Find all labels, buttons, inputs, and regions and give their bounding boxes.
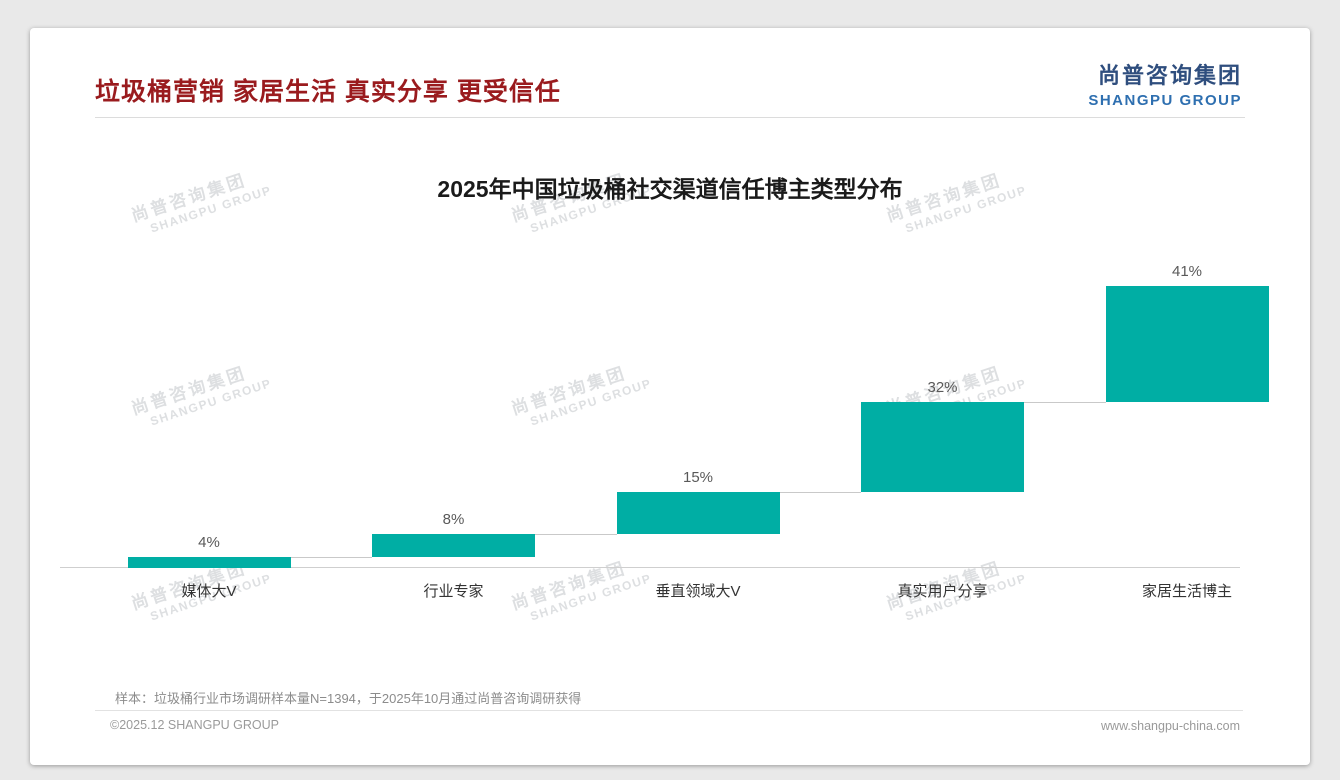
waterfall-connector bbox=[535, 534, 617, 536]
report-card: 尚普咨询集团 SHANGPU GROUP 尚普咨询集团 SHANGPU GROUP 尚普… bbox=[30, 28, 1310, 765]
bar-value-label: 8% bbox=[442, 511, 465, 529]
copyright-text: ©2025.12 SHANGPU GROUP bbox=[110, 718, 279, 732]
category-label: 家居生活博主 bbox=[1141, 583, 1232, 600]
waterfall-connector bbox=[290, 556, 372, 558]
title-divider bbox=[95, 117, 1245, 118]
category-label: 垂直领域大V bbox=[655, 583, 741, 600]
chart-bar-5 bbox=[1105, 286, 1269, 402]
waterfall-connector bbox=[1024, 401, 1106, 403]
company-logo: 尚普咨询集团 SHANGPU GROUP bbox=[1088, 58, 1242, 109]
website-text: www.shangpu-china.com bbox=[1101, 719, 1240, 733]
sample-note: 样本：垃圾桶行业市场调研样本量N=1394，于2025年10月通过尚普咨询调研获… bbox=[115, 691, 582, 706]
bar-value-label: 32% bbox=[927, 378, 958, 396]
footer-divider bbox=[95, 710, 1243, 711]
category-label: 真实用户分享 bbox=[897, 583, 988, 600]
chart-bar-3 bbox=[616, 491, 780, 535]
category-label: 行业专家 bbox=[423, 583, 484, 600]
chart-bar-4 bbox=[861, 401, 1024, 492]
bar-value-label: 15% bbox=[682, 468, 714, 486]
chart-bar-1 bbox=[127, 556, 291, 568]
logo-chinese-text: 尚普咨询集团 bbox=[1097, 63, 1242, 88]
page-title: 垃圾桶营销 家居生活 真实分享 更受信任 bbox=[95, 78, 561, 106]
chart-title: 2025年中国垃圾桶社交渠道信任博主类型分布 bbox=[437, 176, 903, 202]
logo-english-text: SHANGPU GROUP bbox=[1088, 92, 1242, 109]
x-axis-line bbox=[60, 567, 1240, 568]
waterfall-chart: 4% 媒体大V 8% 行业专家 15% 垂直领域大V 32% 真实用户分享 41% 家居生活博主 bbox=[60, 263, 1269, 600]
bar-value-label: 4% bbox=[198, 533, 220, 551]
chart-bar-2 bbox=[372, 534, 535, 557]
category-label: 媒体大V bbox=[181, 583, 237, 600]
chart-plot-area: 4% 媒体大V 8% 行业专家 15% 垂直领域大V 32% 真实用户分享 41% 家居生活博主 bbox=[60, 263, 1269, 600]
waterfall-connector bbox=[779, 491, 861, 493]
bar-value-label: 41% bbox=[1171, 263, 1203, 280]
